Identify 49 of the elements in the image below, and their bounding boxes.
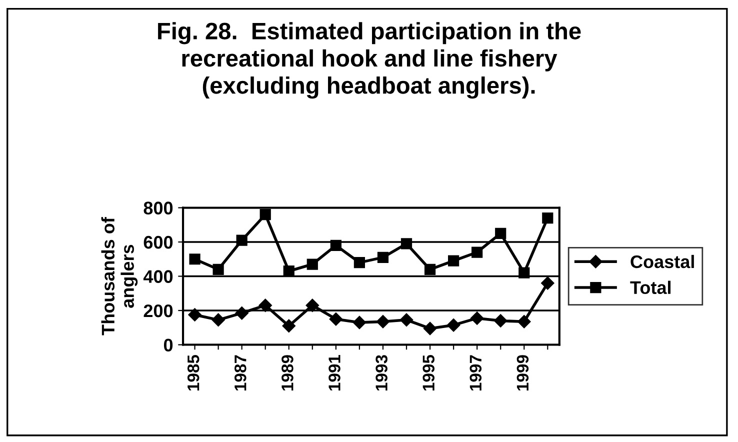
point [188,308,202,322]
x-tick-label: 1991 [328,354,340,391]
point [306,298,319,312]
x-tick-label: 1993 [376,355,388,391]
point [330,240,342,251]
point [470,312,484,325]
point [400,313,414,327]
x-tick-label: 1999 [516,355,529,391]
y-tick-label: 0 [164,338,173,352]
point [352,316,366,330]
x-tick-label: 1997 [470,355,482,391]
point [189,254,200,265]
legend-label: Total [630,280,670,294]
point [424,264,436,275]
x-tick-label: 1987 [234,355,246,391]
point [376,315,390,328]
x-tick-label: 1989 [282,355,294,391]
x-tick-label: 1985 [187,354,200,391]
point [235,306,248,320]
point [448,255,460,266]
y-tick-label: 400 [143,270,173,283]
point [283,266,294,277]
y-axis-title: Thousands of anglers [101,217,138,336]
point [446,318,460,332]
point [541,276,554,290]
chart-title: Fig. 28. Estimated participation in the recreational hook and line fishery (excluding headboat anglers). [158,22,581,99]
x-tick-label: 1995 [422,354,434,391]
point [282,319,296,333]
point [423,322,437,336]
point [377,252,389,263]
point [212,313,225,327]
point [400,238,412,250]
point [212,264,224,275]
point [236,234,248,246]
point [518,267,530,278]
point [260,209,271,220]
y-tick-label: 800 [144,202,173,214]
point [494,314,508,328]
y-tick-label: 200 [144,304,173,318]
point [354,256,366,268]
y-tick-label: 600 [144,236,173,249]
point [329,312,343,326]
point [495,228,506,239]
point [472,246,483,258]
point [518,315,531,328]
point [306,258,318,270]
point [258,298,272,312]
point [542,212,554,224]
legend-label: Coastal [630,254,694,268]
